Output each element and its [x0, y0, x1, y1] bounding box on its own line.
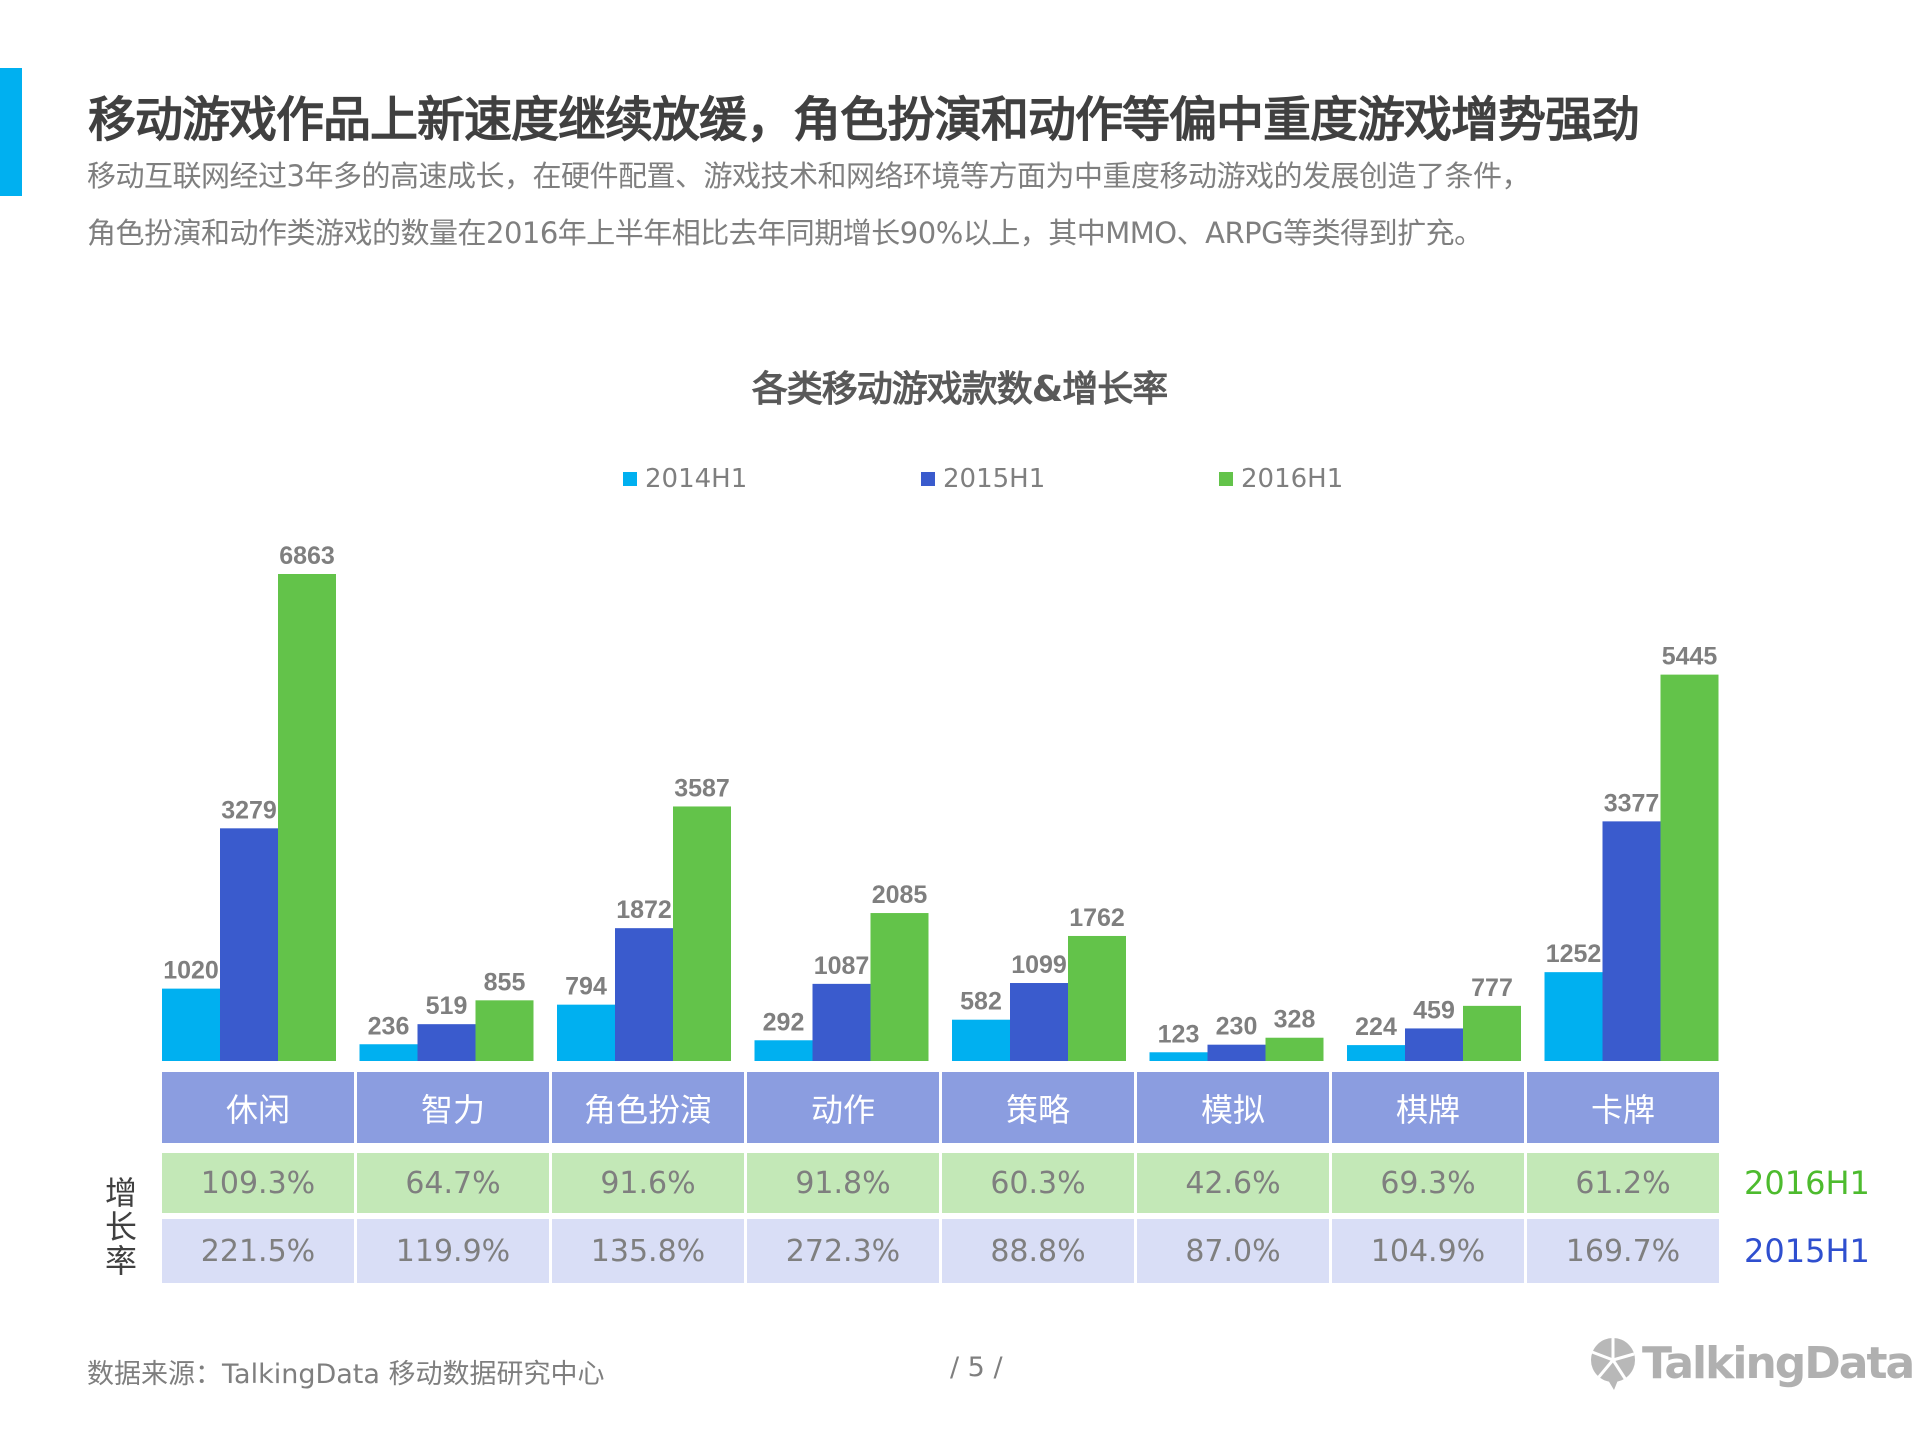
category-header: 策略 — [942, 1072, 1134, 1143]
growth-cell-2015h1: 88.8% — [942, 1219, 1134, 1283]
talkingdata-logo: TalkingData — [1588, 1336, 1915, 1390]
growth-cell-2015h1: 119.9% — [357, 1219, 549, 1283]
legend-item-2014h1: 2014H1 — [623, 464, 747, 494]
data-label: 459 — [1413, 996, 1455, 1024]
growth-cell-2016h1: 69.3% — [1332, 1153, 1524, 1213]
accent-bar — [0, 68, 22, 196]
growth-cell-2016h1: 64.7% — [357, 1153, 549, 1213]
bar-2016h1 — [870, 913, 929, 1061]
data-label: 1872 — [616, 896, 672, 924]
bar-2015h1 — [812, 983, 871, 1061]
growth-cell-2015h1: 169.7% — [1527, 1219, 1719, 1283]
growth-cell-2016h1: 60.3% — [942, 1153, 1134, 1213]
legend-swatch — [1219, 472, 1233, 486]
data-label: 236 — [368, 1012, 410, 1040]
row-label-2015h1: 2015H1 — [1744, 1232, 1870, 1270]
bar-2016h1 — [278, 574, 336, 1061]
bar-2016h1 — [475, 1000, 534, 1061]
category-header: 模拟 — [1137, 1072, 1329, 1143]
data-label: 224 — [1355, 1013, 1397, 1041]
page-title: 移动游戏作品上新速度继续放缓，角色扮演和动作等偏中重度游戏增势强劲 — [88, 92, 1640, 148]
data-label: 6863 — [279, 542, 335, 570]
data-label: 3377 — [1604, 789, 1660, 817]
data-label: 1087 — [814, 952, 870, 980]
bar-2015h1 — [220, 828, 278, 1061]
growth-cell-2015h1: 104.9% — [1332, 1219, 1524, 1283]
bar-2015h1 — [1010, 983, 1068, 1061]
data-source: 数据来源：TalkingData 移动数据研究中心 — [87, 1359, 605, 1390]
bar-2014h1 — [359, 1044, 418, 1061]
growth-cell-2015h1: 221.5% — [162, 1219, 354, 1283]
growth-cell-2016h1: 42.6% — [1137, 1153, 1329, 1213]
category-header: 角色扮演 — [552, 1072, 744, 1143]
data-label: 5445 — [1662, 643, 1718, 671]
bar-2015h1 — [417, 1024, 476, 1061]
bar-2014h1 — [952, 1019, 1010, 1061]
data-label: 1252 — [1546, 940, 1602, 968]
bar-2016h1 — [1463, 1005, 1521, 1061]
bar-2014h1 — [557, 1004, 615, 1061]
data-label: 123 — [1158, 1020, 1200, 1048]
legend-label: 2016H1 — [1241, 464, 1344, 494]
growth-cell-2015h1: 272.3% — [747, 1219, 939, 1283]
category-header: 动作 — [747, 1072, 939, 1143]
legend-swatch — [623, 472, 637, 486]
growth-cell-2016h1: 91.8% — [747, 1153, 939, 1213]
bar-2014h1 — [162, 988, 220, 1061]
data-label: 1099 — [1011, 951, 1067, 979]
legend-item-2015h1: 2015H1 — [921, 464, 1045, 494]
bar-2016h1 — [1660, 674, 1719, 1061]
subtitle-line-1: 移动互联网经过3年多的高速成长，在硬件配置、游戏技术和网络环境等方面为中重度移动… — [87, 159, 1530, 193]
data-label: 3587 — [674, 774, 730, 802]
logo-icon — [1591, 1338, 1635, 1390]
category-header: 卡牌 — [1527, 1072, 1719, 1143]
legend-label: 2015H1 — [943, 464, 1046, 494]
bar-2015h1 — [1602, 821, 1661, 1061]
bar-2014h1 — [1149, 1052, 1208, 1061]
row-label-2016h1: 2016H1 — [1744, 1164, 1870, 1202]
growth-cell-2016h1: 61.2% — [1527, 1153, 1719, 1213]
chart-title: 各类移动游戏款数&增长率 — [751, 369, 1168, 410]
page-number: / 5 / — [950, 1352, 1003, 1383]
category-header: 棋牌 — [1332, 1072, 1524, 1143]
bar-2015h1 — [1207, 1044, 1266, 1061]
data-label: 1762 — [1069, 904, 1125, 932]
bar-2016h1 — [1068, 935, 1126, 1061]
bar-2014h1 — [1347, 1045, 1405, 1061]
data-label: 582 — [960, 988, 1002, 1016]
data-label: 328 — [1274, 1006, 1316, 1034]
data-label: 3279 — [221, 796, 277, 824]
growth-cell-2015h1: 135.8% — [552, 1219, 744, 1283]
data-label: 230 — [1216, 1013, 1258, 1041]
data-label: 794 — [565, 973, 607, 1001]
subtitle-line-2: 角色扮演和动作类游戏的数量在2016年上半年相比去年同期增长90%以上，其中MM… — [87, 216, 1483, 250]
growth-cell-2016h1: 109.3% — [162, 1153, 354, 1213]
bar-2015h1 — [615, 928, 673, 1061]
growth-cell-2016h1: 91.6% — [552, 1153, 744, 1213]
bar-2016h1 — [673, 806, 731, 1061]
growth-rate-label: 增长率 — [104, 1174, 137, 1280]
legend-swatch — [921, 472, 935, 486]
data-label: 2085 — [872, 881, 928, 909]
bar-2014h1 — [754, 1040, 813, 1061]
data-label: 1020 — [163, 957, 219, 985]
data-label: 292 — [763, 1008, 805, 1036]
legend-item-2016h1: 2016H1 — [1219, 464, 1343, 494]
bar-2015h1 — [1405, 1028, 1463, 1061]
data-label: 777 — [1471, 974, 1513, 1002]
data-label: 519 — [426, 992, 468, 1020]
growth-cell-2015h1: 87.0% — [1137, 1219, 1329, 1283]
bar-2016h1 — [1265, 1037, 1324, 1061]
legend-label: 2014H1 — [645, 464, 748, 494]
data-label: 855 — [484, 968, 526, 996]
bar-2014h1 — [1544, 972, 1603, 1061]
category-header: 休闲 — [162, 1072, 354, 1143]
category-header: 智力 — [357, 1072, 549, 1143]
